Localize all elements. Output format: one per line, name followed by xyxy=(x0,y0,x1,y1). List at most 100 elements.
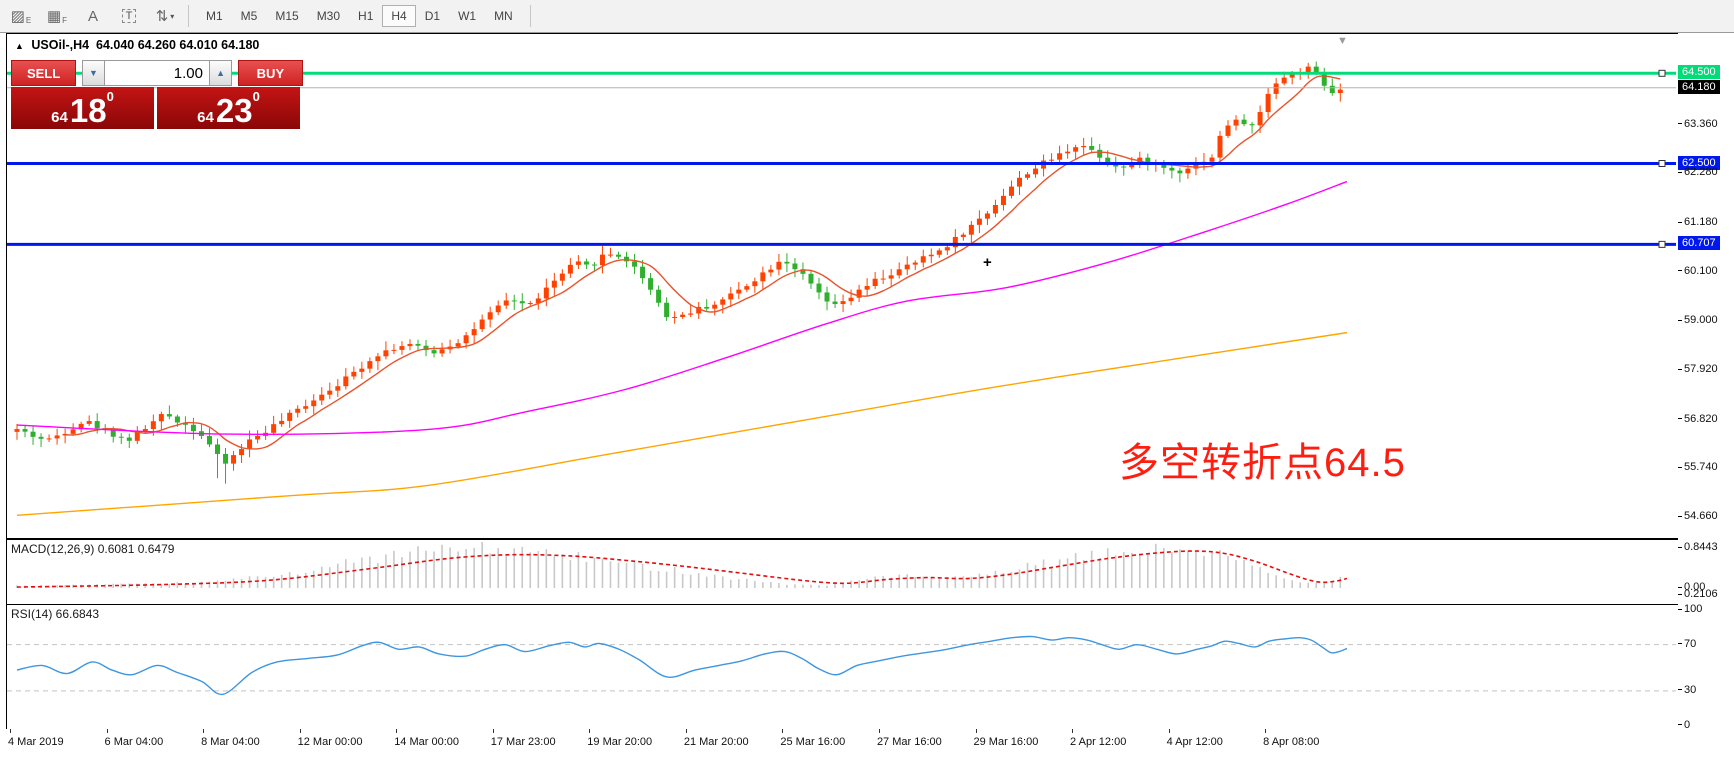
timeframe-button-h4[interactable]: H4 xyxy=(382,5,416,27)
candle-bull xyxy=(1065,151,1071,154)
time-label: 25 Mar 16:00 xyxy=(780,736,846,748)
text-tool-icon[interactable]: T xyxy=(114,4,144,28)
candle-bull xyxy=(672,316,678,318)
buy-price-main: 23 xyxy=(215,92,253,130)
candle-bear xyxy=(174,416,180,423)
candle-bull xyxy=(351,371,357,377)
hline-handle-level-60707[interactable] xyxy=(1658,240,1666,248)
candle-bear xyxy=(423,345,429,351)
candle-bear xyxy=(1105,157,1111,164)
tool-icon-group: ▨ E ▦ F A T ⇅ ▾ xyxy=(0,4,180,28)
sell-price-tile[interactable]: 64 18 0 xyxy=(11,87,154,129)
timeframe-button-m30[interactable]: M30 xyxy=(316,9,341,23)
candle-bear xyxy=(591,264,597,266)
hline-handle-resistance-64500[interactable] xyxy=(1658,69,1666,77)
time-tick xyxy=(1072,729,1074,733)
candle-bull xyxy=(1185,168,1191,174)
candle-bear xyxy=(656,289,662,303)
price-tick-63.360: 63.360 xyxy=(1678,118,1718,130)
candle-bull xyxy=(567,264,573,274)
sell-price-prefix: 64 xyxy=(51,108,68,126)
time-axis[interactable]: 4 Mar 2019 6 Mar 04:00 8 Mar 04:00 12 Mar 0… xyxy=(6,729,1734,757)
candle-bear xyxy=(808,273,814,284)
candle-bull xyxy=(1217,135,1223,158)
macd-canvas[interactable] xyxy=(7,540,1676,602)
candle-bull xyxy=(575,261,581,265)
chart-shift-marker-icon[interactable]: ▼ xyxy=(1337,35,1348,47)
candle-bull xyxy=(46,438,52,440)
candle-bull xyxy=(840,301,846,304)
time-label: 12 Mar 00:00 xyxy=(297,736,363,748)
timeframe-button-m5[interactable]: M5 xyxy=(240,9,258,23)
candle-bear xyxy=(118,436,124,438)
indicators-expert-icon[interactable]: ▨ E xyxy=(10,8,32,25)
candle-bull xyxy=(335,386,341,391)
candle-bull xyxy=(1281,77,1287,84)
candle-bull xyxy=(1000,195,1006,206)
volume-increase-button[interactable]: ▲ xyxy=(209,60,233,86)
candle-bear xyxy=(126,437,132,441)
buy-price-tile[interactable]: 64 23 0 xyxy=(157,87,300,129)
timeframe-button-m1[interactable]: M1 xyxy=(206,9,223,23)
candle-bull xyxy=(391,349,397,351)
candle-bull xyxy=(375,356,381,362)
candle-bear xyxy=(30,431,36,437)
candle-bull xyxy=(463,335,469,344)
time-label: 17 Mar 23:00 xyxy=(490,736,556,748)
collapse-triangle-icon[interactable]: ▲ xyxy=(15,41,24,51)
ma-mid xyxy=(16,180,1348,435)
candle-bull xyxy=(1008,186,1014,196)
buy-button[interactable]: BUY xyxy=(237,60,303,86)
label-tool-icon[interactable]: A xyxy=(87,7,98,25)
main-chart-panel: ▲ USOil-,H4 64.040 64.260 64.010 64.180 … xyxy=(6,33,1679,539)
timeframe-button-m15[interactable]: M15 xyxy=(275,9,299,23)
price-axis[interactable]: 64.500 64.180 63.360 62.500 62.280 61.180 60.7… xyxy=(1678,33,1734,731)
candle-bear xyxy=(832,301,838,304)
sell-button[interactable]: SELL xyxy=(11,60,77,86)
price-tick-57.920: 57.920 xyxy=(1678,363,1718,375)
candle-bear xyxy=(519,301,525,304)
candle-bear xyxy=(94,421,100,429)
candle-bull xyxy=(471,329,477,336)
candle-bull xyxy=(247,439,253,450)
macd-tick-0.8443: 0.8443 xyxy=(1678,541,1718,553)
hline-handle-level-62500[interactable] xyxy=(1658,160,1666,167)
candle-bull xyxy=(848,297,854,302)
candle-bull xyxy=(936,250,942,255)
grid-fibonacci-icon[interactable]: ▦ F xyxy=(46,8,68,25)
timeframe-button-w1[interactable]: W1 xyxy=(458,9,477,23)
sort-arrows-icon[interactable]: ⇅ ▾ xyxy=(155,8,175,25)
time-label: 29 Mar 16:00 xyxy=(973,736,1039,748)
candle-bear xyxy=(664,302,670,318)
volume-input[interactable] xyxy=(105,60,209,86)
time-label: 2 Apr 12:00 xyxy=(1070,736,1127,748)
time-label: 4 Mar 2019 xyxy=(8,736,64,748)
candle-bull xyxy=(78,423,84,430)
candle-bull xyxy=(439,349,445,354)
timeframe-button-mn[interactable]: MN xyxy=(494,9,513,23)
rsi-canvas[interactable] xyxy=(7,605,1676,728)
toolbar-separator xyxy=(188,5,189,27)
candle-bull xyxy=(70,429,76,434)
time-label: 8 Apr 08:00 xyxy=(1263,736,1320,748)
candle-bull xyxy=(359,368,365,372)
rsi-label: RSI(14) 66.6843 xyxy=(11,607,100,621)
candle-bull xyxy=(1057,153,1063,160)
candle-bull xyxy=(752,281,758,287)
candle-bull xyxy=(455,343,461,347)
timeframe-button-h1[interactable]: H1 xyxy=(358,9,374,23)
time-tick xyxy=(492,729,494,733)
candle-bull xyxy=(311,400,317,407)
candle-bull xyxy=(728,293,734,300)
candle-bull xyxy=(1193,162,1199,169)
candle-bull xyxy=(768,269,774,273)
candle-bull xyxy=(319,394,325,401)
ma-slow xyxy=(16,331,1348,516)
timeframe-button-d1[interactable]: D1 xyxy=(424,9,441,23)
quote-header[interactable]: ▲ USOil-,H4 64.040 64.260 64.010 64.180 xyxy=(15,38,259,52)
candle-bull xyxy=(327,390,333,395)
timeframe-group: M1 M5 M15 M30 H1 H4 D1 W1 MN xyxy=(197,5,522,27)
volume-decrease-button[interactable]: ▼ xyxy=(81,60,105,86)
candle-bull xyxy=(904,264,910,270)
